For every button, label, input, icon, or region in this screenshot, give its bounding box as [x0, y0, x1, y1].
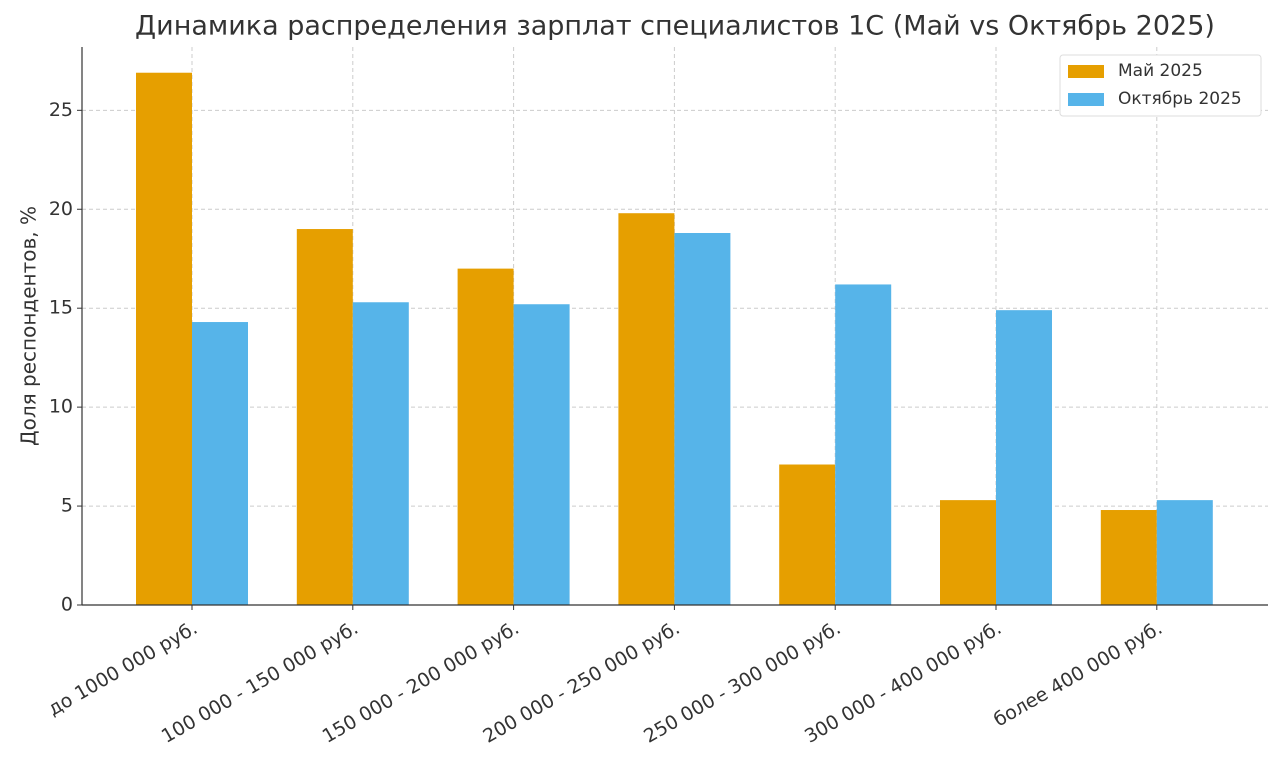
y-tick-label: 0 — [61, 594, 73, 616]
bar — [779, 464, 836, 605]
bar — [352, 302, 409, 605]
x-tick-label: более 400 000 руб. — [990, 617, 1166, 731]
x-tick-label: до 1000 000 руб. — [44, 617, 201, 720]
y-tick-label: 10 — [49, 396, 73, 418]
chart-title: Динамика распределения зарплат специалис… — [135, 11, 1215, 42]
bar — [457, 268, 514, 605]
bar — [1100, 510, 1157, 605]
y-tick-label: 5 — [61, 495, 73, 517]
bar — [674, 233, 731, 605]
legend-swatch — [1068, 65, 1104, 78]
bar — [940, 500, 996, 605]
bar — [296, 229, 353, 606]
y-tick-label: 20 — [49, 198, 73, 220]
legend-swatch — [1068, 93, 1104, 106]
bar — [136, 72, 192, 606]
bar — [192, 322, 248, 605]
bar — [1156, 500, 1213, 605]
legend-label: Май 2025 — [1118, 61, 1203, 81]
bar — [835, 284, 892, 605]
bar — [513, 304, 570, 605]
bar — [618, 213, 675, 605]
y-axis-label: Доля респондентов, % — [17, 206, 41, 446]
legend-label: Октябрь 2025 — [1118, 89, 1242, 109]
y-tick-label: 25 — [49, 99, 73, 121]
y-tick-label: 15 — [49, 297, 73, 319]
legend-box — [1059, 54, 1262, 117]
bar — [996, 310, 1052, 605]
